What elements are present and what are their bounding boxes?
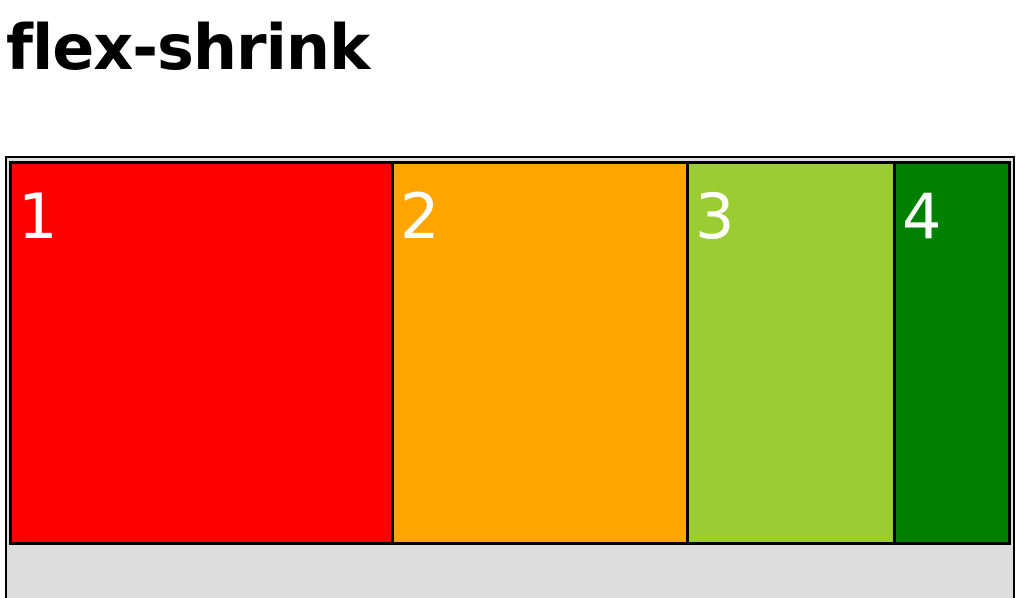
flex-item-2-label: 2 [400,180,440,253]
flex-container: 1 2 3 4 [5,156,1015,598]
flex-item-4: 4 [893,161,1011,545]
flex-item-3-label: 3 [695,180,735,253]
flex-item-4-label: 4 [902,180,942,253]
flex-item-3: 3 [686,161,896,545]
flex-item-1: 1 [9,161,394,545]
flex-item-2: 2 [391,161,689,545]
flex-row: 1 2 3 4 [9,161,1011,545]
flex-item-1-label: 1 [18,180,58,253]
page-title: flex-shrink [6,11,370,84]
